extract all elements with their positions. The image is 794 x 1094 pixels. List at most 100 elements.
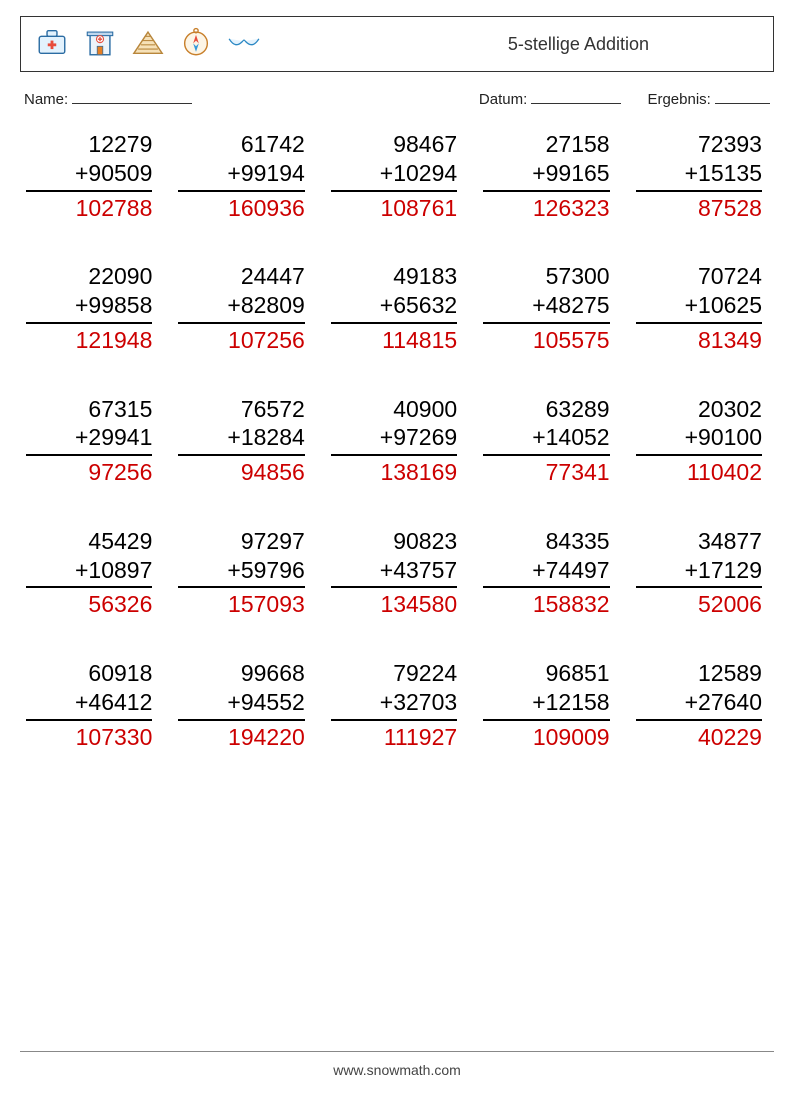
addend-bottom: +99858 [26,291,152,324]
addend-bottom: +46412 [26,688,152,721]
answer: 114815 [331,324,457,355]
addend-bottom: +17129 [636,556,762,589]
problem: 96851+12158109009 [483,659,615,751]
addend-bottom: +74497 [483,556,609,589]
addend-bottom: +59796 [178,556,304,589]
addend-bottom: +94552 [178,688,304,721]
addend-top: 34877 [636,527,762,556]
answer: 77341 [483,456,609,487]
problem: 63289+1405277341 [483,395,615,487]
answer: 87528 [636,192,762,223]
meta-row: Name: Datum: Ergebnis: [24,90,770,108]
worksheet-page: 5-stellige Addition Name: Datum: Ergebni… [0,0,794,1094]
problem: 67315+2994197256 [26,395,158,487]
pyramid-icon [131,25,165,64]
problem: 12589+2764040229 [636,659,768,751]
problem: 98467+10294108761 [331,130,463,222]
medkit-icon [35,25,69,64]
addend-top: 90823 [331,527,457,556]
addend-top: 20302 [636,395,762,424]
result-field: Ergebnis: [647,90,770,108]
icon-row [35,25,261,64]
problem: 90823+43757134580 [331,527,463,619]
date-blank [531,90,621,104]
answer: 52006 [636,588,762,619]
problem: 84335+74497158832 [483,527,615,619]
addend-bottom: +27640 [636,688,762,721]
answer: 102788 [26,192,152,223]
addend-top: 12279 [26,130,152,159]
addend-bottom: +14052 [483,423,609,456]
addend-bottom: +18284 [178,423,304,456]
answer: 40229 [636,721,762,752]
footer-text: www.snowmath.com [333,1062,461,1078]
answer: 94856 [178,456,304,487]
problem: 20302+90100110402 [636,395,768,487]
answer: 107330 [26,721,152,752]
addend-bottom: +43757 [331,556,457,589]
answer: 138169 [331,456,457,487]
name-field: Name: [24,90,443,108]
addend-top: 67315 [26,395,152,424]
footer: www.snowmath.com [20,1051,774,1078]
problem: 70724+1062581349 [636,262,768,354]
answer: 157093 [178,588,304,619]
result-label: Ergebnis: [647,91,710,108]
answer: 160936 [178,192,304,223]
addend-bottom: +90100 [636,423,762,456]
problem: 27158+99165126323 [483,130,615,222]
addend-top: 40900 [331,395,457,424]
compass-icon [179,25,213,64]
problem: 97297+59796157093 [178,527,310,619]
addend-top: 49183 [331,262,457,291]
addend-top: 27158 [483,130,609,159]
problem: 60918+46412107330 [26,659,158,751]
problem: 24447+82809107256 [178,262,310,354]
problem: 12279+90509102788 [26,130,158,222]
problem: 99668+94552194220 [178,659,310,751]
problem-grid: 12279+9050910278861742+9919416093698467+… [20,130,774,751]
addend-top: 72393 [636,130,762,159]
answer: 107256 [178,324,304,355]
addend-bottom: +97269 [331,423,457,456]
answer: 121948 [26,324,152,355]
problem: 76572+1828494856 [178,395,310,487]
addend-bottom: +15135 [636,159,762,192]
worksheet-title: 5-stellige Addition [508,34,649,55]
problem: 57300+48275105575 [483,262,615,354]
answer: 109009 [483,721,609,752]
addend-bottom: +82809 [178,291,304,324]
addend-top: 98467 [331,130,457,159]
addend-top: 12589 [636,659,762,688]
addend-top: 60918 [26,659,152,688]
addend-bottom: +99194 [178,159,304,192]
problem: 79224+32703111927 [331,659,463,751]
answer: 111927 [331,721,457,752]
answer: 97256 [26,456,152,487]
addend-top: 76572 [178,395,304,424]
addend-bottom: +12158 [483,688,609,721]
addend-top: 99668 [178,659,304,688]
problem: 22090+99858121948 [26,262,158,354]
addend-bottom: +99165 [483,159,609,192]
hospital-icon [83,25,117,64]
addend-bottom: +90509 [26,159,152,192]
answer: 56326 [26,588,152,619]
date-label: Datum: [479,91,527,108]
addend-top: 24447 [178,262,304,291]
answer: 105575 [483,324,609,355]
problem: 45429+1089756326 [26,527,158,619]
problem: 61742+99194160936 [178,130,310,222]
addend-bottom: +10294 [331,159,457,192]
answer: 108761 [331,192,457,223]
answer: 194220 [178,721,304,752]
addend-bottom: +48275 [483,291,609,324]
addend-top: 63289 [483,395,609,424]
answer: 158832 [483,588,609,619]
answer: 126323 [483,192,609,223]
header-box: 5-stellige Addition [20,16,774,72]
problem: 40900+97269138169 [331,395,463,487]
name-label: Name: [24,91,68,108]
problem: 49183+65632114815 [331,262,463,354]
addend-top: 57300 [483,262,609,291]
